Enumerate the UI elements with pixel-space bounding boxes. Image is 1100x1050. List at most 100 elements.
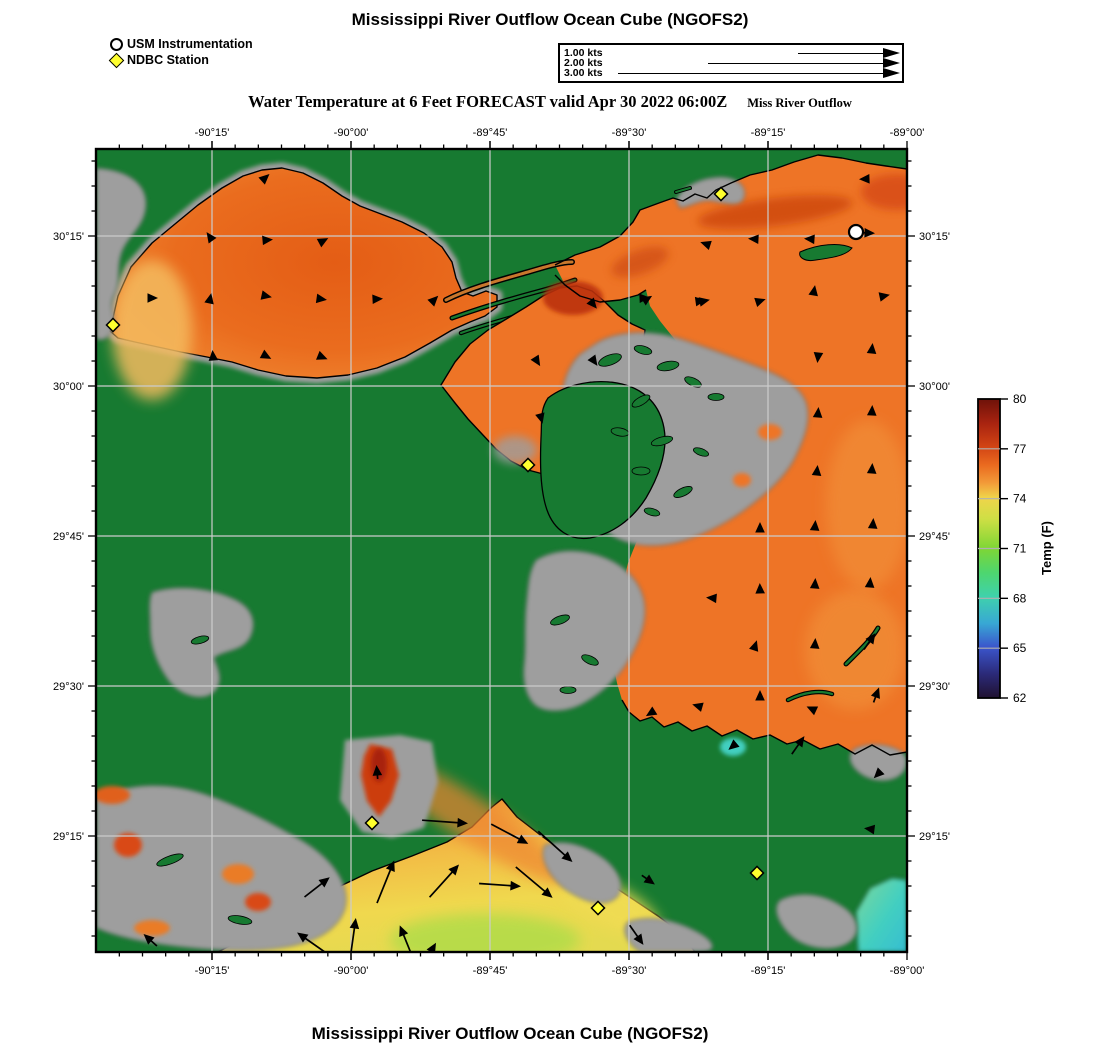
current-arrow <box>811 465 822 476</box>
current-arrow <box>262 235 273 246</box>
current-arrow <box>315 293 327 304</box>
velocity-scale-label: 2.00 kts <box>564 57 603 69</box>
current-arrow <box>259 349 272 359</box>
current-arrows <box>143 173 890 952</box>
x-axis-label-bottom: -89°15' <box>751 965 786 977</box>
colorbar-title: Temp (F) <box>1039 521 1054 575</box>
bottom-title: Mississippi River Outflow Ocean Cube (NG… <box>311 1024 709 1043</box>
current-arrow <box>692 702 704 712</box>
current-arrow <box>870 687 880 703</box>
current-arrow <box>864 824 876 835</box>
warm-band <box>611 246 669 278</box>
current-arrow <box>399 925 418 952</box>
y-axis-label-right: 30°15' <box>919 231 950 243</box>
warm-band <box>697 195 853 229</box>
current-arrow <box>754 297 766 307</box>
symbol-legend: USM Instrumentation NDBC Station <box>108 36 253 68</box>
y-axis-label-right: 30°00' <box>919 381 950 393</box>
velocity-scale-label: 1.00 kts <box>564 47 603 59</box>
velocity-scale-row: 2.00 kts <box>560 58 902 70</box>
current-arrow <box>535 412 545 424</box>
velocity-scale-label: 3.00 kts <box>564 67 603 79</box>
barrier-islands <box>674 186 881 703</box>
marsh-warm-spots <box>96 424 782 936</box>
current-arrow <box>809 638 820 649</box>
current-arrow <box>427 295 439 307</box>
current-arrow <box>515 866 553 898</box>
colorbar-tick-label: 71 <box>1013 542 1027 556</box>
current-arrow <box>878 292 890 302</box>
legend-ndbc-label: NDBC Station <box>127 53 209 67</box>
current-arrow <box>864 577 875 588</box>
colorbar-tick-label: 74 <box>1013 492 1027 506</box>
current-arrow <box>297 932 328 952</box>
axis-ticks <box>88 141 915 960</box>
page-title: Mississippi River Outflow Ocean Cube (NG… <box>351 10 749 29</box>
current-arrow <box>859 174 870 184</box>
current-arrow <box>866 463 877 474</box>
current-arrow <box>809 520 820 531</box>
x-axis-label-bottom: -89°00' <box>890 965 925 977</box>
mild-patch <box>826 420 907 590</box>
current-arrow <box>755 583 765 594</box>
current-arrow <box>479 880 521 891</box>
legend-row-usm: USM Instrumentation <box>110 36 253 52</box>
marsh-islands <box>156 345 725 925</box>
velocity-arrow-tail <box>708 63 884 64</box>
colorbar-tick-label: 77 <box>1013 442 1027 456</box>
river-plume <box>340 735 438 838</box>
y-axis-label-left: 29°15' <box>53 831 84 843</box>
current-arrow <box>628 924 644 945</box>
y-axis-label-left: 29°30' <box>53 681 84 693</box>
current-arrow <box>376 860 395 904</box>
forecast-valid-text: Water Temperature at 6 Feet FORECAST val… <box>248 92 728 111</box>
forecast-subtitle: Water Temperature at 6 Feet FORECAST val… <box>0 92 1100 112</box>
current-arrow <box>812 407 823 418</box>
current-arrow <box>806 706 819 716</box>
current-arrow <box>728 739 740 750</box>
usm-instrumentation-marker <box>847 223 865 241</box>
current-arrow <box>809 578 820 589</box>
borgne-east-land <box>539 381 666 540</box>
current-arrow <box>349 918 360 952</box>
ndbc-station-marker <box>713 186 729 202</box>
current-arrow <box>748 234 759 245</box>
current-arrow <box>640 295 653 306</box>
usm-circle-icon <box>110 37 123 51</box>
y-axis-label-left: 29°45' <box>53 531 84 543</box>
current-arrow <box>204 293 214 305</box>
legend-row-ndbc: NDBC Station <box>108 52 253 68</box>
region-label: Miss River Outflow <box>747 96 852 110</box>
axis-labels: -90°15' -90°15' -90°00' -90°00' -89°45' -89°4… <box>53 127 950 977</box>
current-arrow <box>749 640 759 652</box>
y-axis-label-right: 29°45' <box>919 531 950 543</box>
y-axis-label-left: 30°00' <box>53 381 84 393</box>
current-arrow <box>867 518 878 529</box>
current-arrow <box>422 817 468 828</box>
colorbar-tick-label: 80 <box>1013 392 1027 406</box>
current-arrow <box>490 823 529 844</box>
ndbc-station-marker <box>105 317 121 333</box>
x-axis-label-top: -89°00' <box>890 127 925 139</box>
x-axis-label-bottom: -90°15' <box>195 965 230 977</box>
current-arrow <box>206 232 217 244</box>
velocity-arrow-head-icon <box>883 68 900 78</box>
current-arrow <box>303 877 330 898</box>
ndbc-station-marker <box>364 815 380 831</box>
current-arrow <box>645 706 658 717</box>
current-arrow <box>700 240 712 250</box>
current-arrow <box>866 343 877 354</box>
current-arrow <box>755 522 765 533</box>
current-arrow <box>260 290 272 300</box>
y-axis-label-right: 29°30' <box>919 681 950 693</box>
colorbar-tick-label: 68 <box>1013 591 1027 605</box>
current-arrow <box>143 933 158 947</box>
x-axis-label-top: -90°15' <box>195 127 230 139</box>
current-arrow <box>372 765 383 780</box>
current-arrow <box>873 767 885 779</box>
current-arrow <box>804 234 815 245</box>
velocity-arrow-head-icon <box>883 58 900 68</box>
current-arrow <box>258 173 270 185</box>
